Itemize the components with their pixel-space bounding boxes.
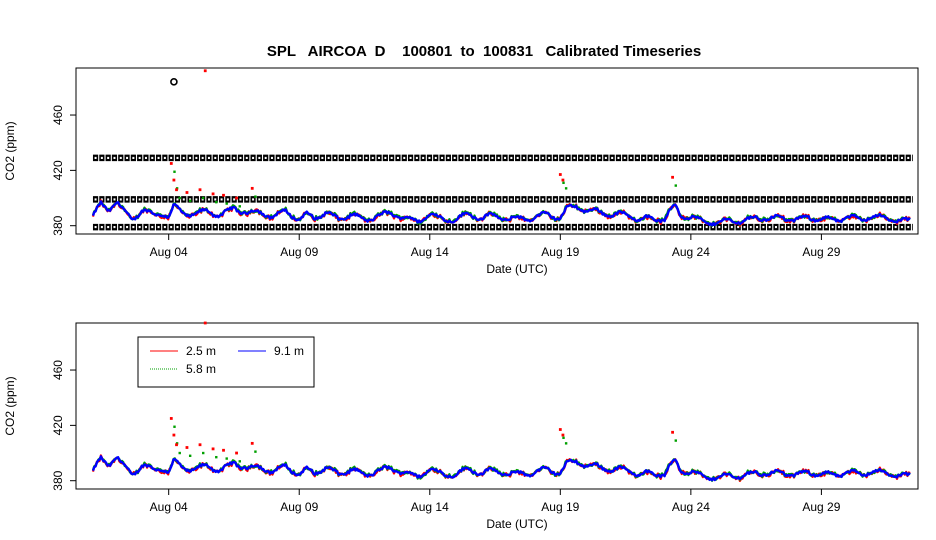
spike-point-green	[238, 205, 241, 208]
spike-point-green	[254, 450, 257, 453]
spike-point	[198, 188, 202, 192]
spike-point	[175, 443, 178, 447]
y-tick-label: 380	[51, 470, 65, 490]
spike-point	[169, 417, 173, 420]
y-axis: 380 420 460	[51, 105, 77, 236]
x-tick-label: Aug 09	[280, 500, 318, 514]
x-tick-label: Aug 29	[802, 500, 840, 514]
x-tick-label: Aug 04	[150, 245, 188, 259]
spike-point	[235, 196, 238, 200]
spike-point-green	[674, 184, 677, 187]
spike-point	[250, 441, 254, 445]
spike-point	[561, 178, 565, 182]
x-tick-label: Aug 19	[541, 500, 579, 514]
x-tick-label: Aug 14	[411, 500, 449, 514]
spike-point-green	[564, 187, 568, 190]
y-axis-label: CO2 (ppm)	[3, 376, 17, 435]
spike-point	[172, 178, 176, 182]
spike-point-green	[202, 451, 205, 455]
y-axis-label: CO2 (ppm)	[3, 121, 17, 180]
y-tick-label: 460	[51, 360, 65, 380]
x-tick-label: Aug 14	[411, 245, 449, 259]
x-axis-label: Date (UTC)	[486, 517, 547, 531]
spike-point	[169, 162, 173, 165]
spike-point	[222, 448, 225, 452]
x-tick-label: Aug 19	[541, 245, 579, 259]
spike-point	[185, 191, 189, 194]
x-tick-label: Aug 09	[280, 245, 318, 259]
spike-point-green	[215, 200, 218, 204]
top-panel: Aug 04 Aug 09 Aug 14 Aug 19 Aug 24 Aug 29 Date…	[3, 67, 919, 276]
x-tick-label: Aug 24	[672, 245, 710, 259]
legend: 2.5 m 5.8 m 9.1 m	[137, 336, 315, 388]
spike-point-green	[188, 199, 192, 202]
series-2.5m-outlier-point	[203, 69, 207, 73]
y-tick-label: 460	[51, 105, 65, 125]
spike-point-green	[215, 455, 218, 459]
series-9.1m-line	[91, 200, 911, 227]
spike-point	[561, 433, 565, 437]
spike-point-green	[178, 451, 181, 455]
spike-point-green	[225, 202, 228, 205]
spike-point-green	[178, 196, 181, 200]
y-tick-label: 380	[51, 215, 65, 235]
spike-point	[175, 188, 178, 192]
legend-label: 9.1 m	[274, 344, 304, 358]
spike-point-green	[562, 181, 565, 185]
spike-point-green	[173, 170, 176, 173]
spike-point	[558, 428, 562, 431]
chart-title: SPL AIRCOA D 100801 to 100831 Calibrated…	[267, 43, 701, 60]
spike-point-green	[564, 442, 568, 445]
spike-point-green	[254, 195, 257, 198]
plot-area	[91, 417, 911, 482]
plot-area	[91, 154, 913, 231]
spike-point	[671, 430, 674, 434]
spike-point	[172, 433, 176, 437]
x-axis-label: Date (UTC)	[486, 262, 547, 276]
bottom-panel: Aug 04 Aug 09 Aug 14 Aug 19 Aug 24 Aug 29 Date…	[3, 321, 919, 531]
spike-point	[235, 451, 238, 455]
y-axis: 380 420 460	[51, 360, 77, 491]
spike-point-green	[225, 457, 228, 460]
legend-label: 5.8 m	[186, 362, 216, 376]
spike-point	[211, 447, 215, 451]
series-9.1m-line	[91, 455, 911, 482]
series-2.5m-spikes	[169, 162, 677, 208]
spike-point	[558, 173, 562, 176]
y-tick-label: 420	[51, 415, 65, 435]
spike-point-green	[238, 460, 241, 463]
spike-point	[185, 446, 189, 449]
spike-point	[211, 192, 215, 196]
series-2.5m-outlier-point	[203, 321, 207, 325]
spike-point-green	[202, 196, 205, 200]
x-axis: Aug 04 Aug 09 Aug 14 Aug 19 Aug 24 Aug 29	[150, 233, 841, 259]
calibration-series	[92, 154, 913, 231]
spike-point	[222, 193, 225, 197]
legend-label: 2.5 m	[186, 344, 216, 358]
spike-point-green	[188, 454, 192, 457]
series-2.5m-spikes	[169, 417, 677, 463]
spike-point-green	[562, 436, 565, 440]
x-axis: Aug 04 Aug 09 Aug 14 Aug 19 Aug 24 Aug 29	[150, 488, 841, 514]
spike-point-green	[173, 425, 176, 428]
legend-box	[137, 336, 315, 388]
spike-point	[198, 443, 202, 447]
spike-point-green	[674, 439, 677, 442]
calibration-outlier-point	[170, 78, 178, 86]
x-tick-label: Aug 24	[672, 500, 710, 514]
x-tick-label: Aug 29	[802, 245, 840, 259]
spike-point	[671, 175, 674, 179]
spike-point	[250, 186, 254, 190]
y-tick-label: 420	[51, 160, 65, 180]
x-tick-label: Aug 04	[150, 500, 188, 514]
